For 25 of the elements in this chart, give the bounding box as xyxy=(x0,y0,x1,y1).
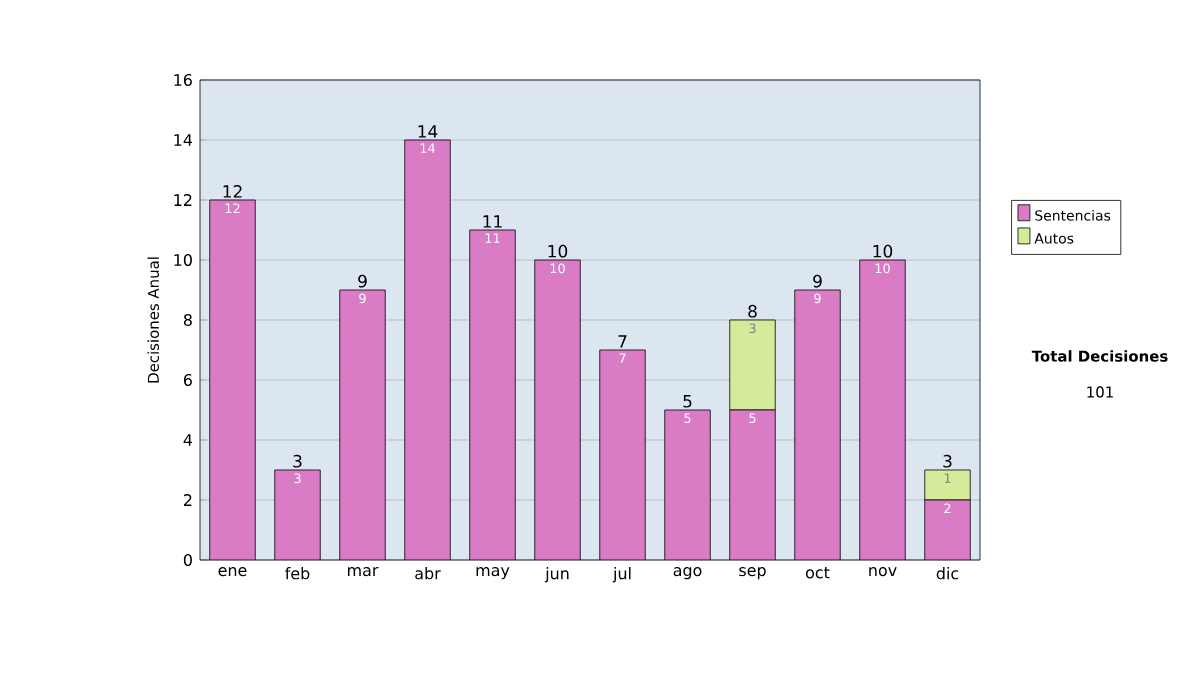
bar xyxy=(729,319,776,411)
bar xyxy=(599,350,646,560)
total-label: 9 xyxy=(813,274,822,288)
total-label: 8 xyxy=(748,304,757,318)
bar xyxy=(209,199,256,560)
total-label: 9 xyxy=(358,274,367,288)
total-label: 12 xyxy=(223,185,242,198)
bar xyxy=(924,499,971,560)
total-label: 5 xyxy=(683,395,692,408)
bar xyxy=(859,260,906,560)
total-label: 3 xyxy=(293,454,302,468)
total-label: 3 xyxy=(943,454,952,468)
total-label: 10 xyxy=(548,244,568,258)
bar xyxy=(664,410,711,560)
total-label: 7 xyxy=(618,335,627,348)
total-label: 10 xyxy=(873,244,893,258)
bar xyxy=(794,290,841,560)
bar xyxy=(729,410,776,560)
bar xyxy=(339,290,386,560)
bar xyxy=(404,139,451,560)
total-label: 11 xyxy=(483,215,502,228)
bar xyxy=(274,470,321,560)
total-label: 14 xyxy=(418,125,438,138)
bar xyxy=(534,260,581,560)
bar xyxy=(469,229,516,560)
